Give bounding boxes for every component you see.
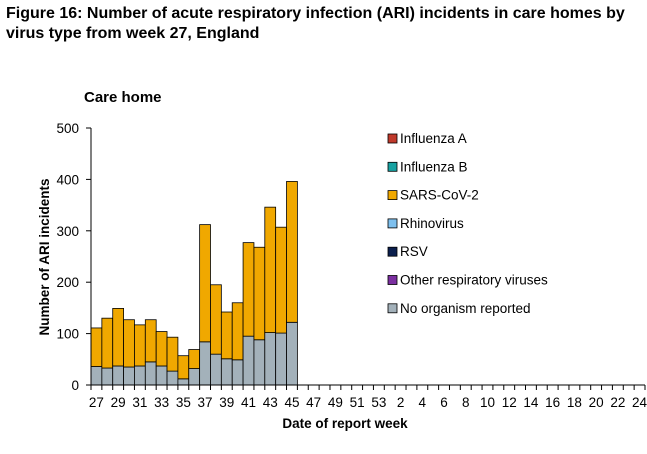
chart-title: Care home [84, 89, 162, 106]
bar-segment-sars-cov-2-week-32 [144, 319, 157, 363]
y-tick-label: 400 [56, 172, 79, 187]
bar-segment-no-organism-reported-week-43 [264, 332, 277, 386]
legend: Influenza A Influenza B SARS-CoV-2 Rhinovir… [387, 131, 548, 316]
bar-segment-sars-cov-2-week-40 [231, 302, 244, 361]
x-tick-label: 10 [480, 395, 495, 410]
bar-segment-no-organism-reported-week-34 [166, 370, 179, 386]
x-tick-label: 12 [502, 395, 517, 410]
x-tick-label: 24 [632, 395, 647, 410]
bar-segment-sars-cov-2-week-38 [210, 284, 222, 355]
x-axis-title: Date of report week [282, 416, 408, 431]
bar-segment-sars-cov-2-week-30 [123, 319, 135, 368]
legend-label-other-respiratory-viruses: Other respiratory viruses [400, 273, 548, 288]
x-tick-label: 47 [306, 395, 321, 410]
x-tick-label: 51 [350, 395, 365, 410]
x-tick-label: 39 [219, 395, 234, 410]
legend-label-rsv: RSV [400, 244, 428, 259]
y-tick-label: 500 [56, 121, 79, 136]
x-tick-label: 35 [176, 395, 191, 410]
x-tick-label: 29 [111, 395, 126, 410]
y-tick-label: 100 [56, 327, 79, 342]
bar-segment-sars-cov-2-week-36 [188, 349, 201, 369]
bar-segment-sars-cov-2-week-42 [253, 246, 266, 341]
bar-segment-no-organism-reported-week-32 [144, 361, 157, 386]
bar-segment-sars-cov-2-week-43 [264, 206, 277, 333]
x-tick-label: 20 [589, 395, 604, 410]
x-tick-label: 2 [397, 395, 405, 410]
bar-segment-no-organism-reported-week-35 [177, 378, 190, 386]
bar-segment-sars-cov-2-week-44 [275, 226, 287, 334]
x-tick-label: 16 [545, 395, 560, 410]
y-tick-label: 0 [71, 378, 79, 393]
legend-swatch-no-organism-reported [387, 303, 398, 314]
x-tick-label: 22 [610, 395, 625, 410]
bar-segment-no-organism-reported-week-44 [275, 332, 287, 386]
legend-label-influenza-a: Influenza A [400, 131, 467, 146]
bar-segment-sars-cov-2-week-33 [155, 331, 168, 367]
x-tick-label: 6 [440, 395, 448, 410]
bar-segment-no-organism-reported-week-31 [134, 365, 146, 386]
bar-segment-sars-cov-2-week-37 [199, 224, 211, 343]
bar-segment-no-organism-reported-week-29 [112, 365, 124, 386]
x-tick-label: 53 [371, 395, 386, 410]
bar-segment-sars-cov-2-week-31 [134, 324, 146, 367]
x-tick-label: 18 [567, 395, 582, 410]
legend-swatch-rhinovirus [387, 218, 398, 229]
bar-segment-no-organism-reported-week-42 [253, 339, 266, 386]
bar-segment-no-organism-reported-week-37 [199, 341, 211, 386]
bar-segment-no-organism-reported-week-40 [231, 359, 244, 386]
bar-segment-no-organism-reported-week-36 [188, 368, 201, 386]
bar-segment-sars-cov-2-week-27 [90, 327, 103, 367]
legend-swatch-rsv [387, 246, 398, 257]
x-tick-label: 41 [241, 395, 256, 410]
figure-title: Figure 16: Number of acute respiratory i… [6, 5, 625, 42]
bar-segment-sars-cov-2-week-28 [101, 317, 114, 369]
x-tick-label: 33 [154, 395, 169, 410]
bar-segment-no-organism-reported-week-45 [286, 321, 298, 386]
bars-group [90, 181, 298, 386]
bar-segment-no-organism-reported-week-38 [210, 353, 222, 386]
legend-swatch-influenza-b [387, 161, 398, 172]
x-tick-label: 45 [284, 395, 299, 410]
x-tick-label: 27 [89, 395, 104, 410]
y-axis-title: Number of ARI incidents [37, 178, 52, 335]
bar-segment-sars-cov-2-week-41 [242, 242, 255, 337]
y-tick-label: 300 [56, 224, 79, 239]
legend-swatch-sars-cov-2 [387, 190, 398, 201]
y-tick-label: 200 [56, 275, 79, 290]
legend-label-sars-cov-2: SARS-CoV-2 [400, 188, 479, 203]
legend-swatch-other-respiratory-viruses [387, 275, 398, 285]
bar-segment-sars-cov-2-week-45 [286, 181, 298, 323]
bar-segment-no-organism-reported-week-41 [242, 335, 255, 386]
bar-segment-no-organism-reported-week-28 [101, 367, 114, 386]
legend-label-rhinovirus: Rhinovirus [400, 216, 464, 231]
x-tick-label: 37 [198, 395, 213, 410]
bar-segment-sars-cov-2-week-34 [166, 336, 179, 372]
x-tick-label: 14 [523, 395, 539, 410]
x-tick-label: 4 [419, 395, 427, 410]
bar-segment-sars-cov-2-week-39 [220, 311, 233, 360]
legend-swatch-influenza-a [387, 133, 398, 144]
x-tick-label: 49 [328, 395, 343, 410]
x-tick-label: 8 [462, 395, 470, 410]
bar-segment-no-organism-reported-week-33 [155, 365, 168, 386]
legend-label-no-organism-reported: No organism reported [400, 301, 531, 316]
bar-segment-sars-cov-2-week-35 [177, 355, 190, 380]
x-tick-label: 31 [132, 395, 147, 410]
legend-label-influenza-b: Influenza B [400, 159, 468, 174]
bar-segment-no-organism-reported-week-39 [220, 358, 233, 386]
x-tick-label: 43 [263, 395, 278, 410]
axes-group: 0 100 200 300 400 500 27 29 31 33 35 37 39 41 43 45 47 49… [56, 121, 647, 410]
bar-segment-no-organism-reported-week-27 [90, 366, 103, 386]
bar-segment-no-organism-reported-week-30 [123, 366, 135, 386]
bar-segment-sars-cov-2-week-29 [112, 308, 124, 367]
